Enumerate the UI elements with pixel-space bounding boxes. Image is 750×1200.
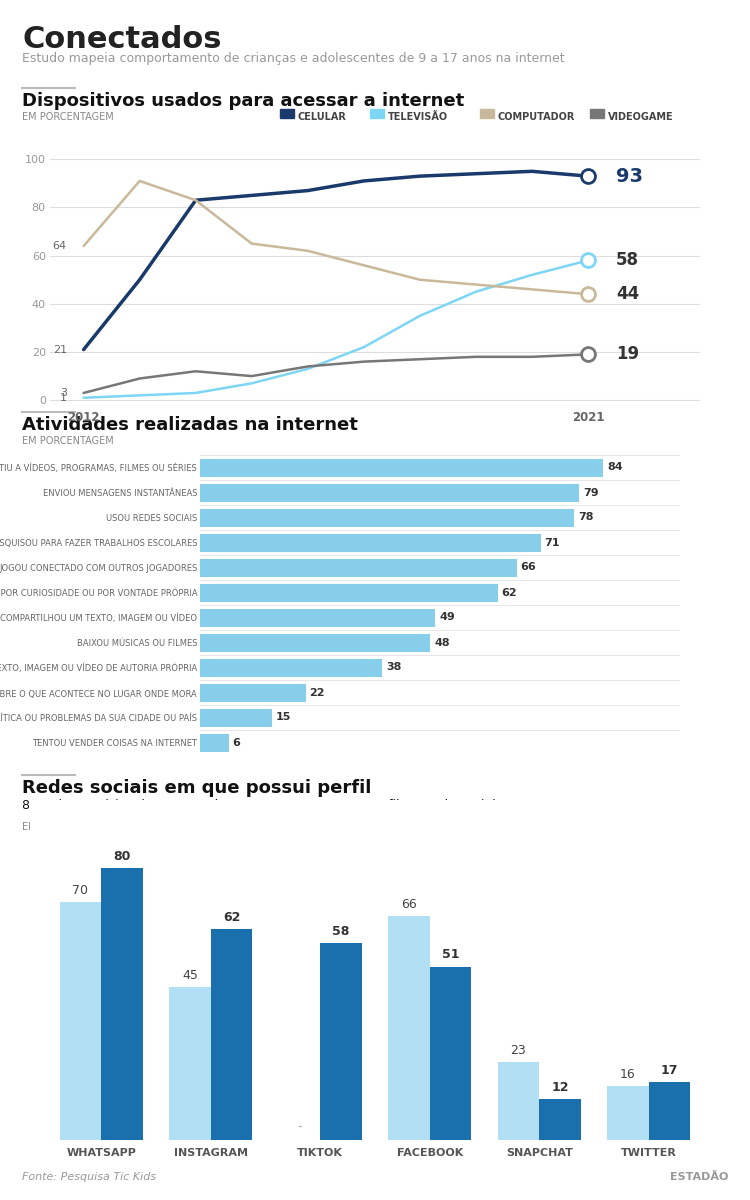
Text: 79: 79 bbox=[583, 487, 598, 498]
Text: 23: 23 bbox=[511, 1044, 526, 1057]
Bar bbox=[200, 684, 305, 702]
Text: EM PORCENTAGEM: EM PORCENTAGEM bbox=[22, 436, 114, 446]
Bar bbox=[211, 929, 252, 1140]
Bar bbox=[370, 109, 384, 118]
Bar bbox=[200, 708, 272, 726]
Bar bbox=[539, 1099, 581, 1140]
Text: 62: 62 bbox=[223, 911, 240, 924]
Bar bbox=[200, 659, 382, 677]
Bar bbox=[200, 534, 541, 552]
Text: Redes sociais em que possui perfil: Redes sociais em que possui perfil bbox=[22, 779, 371, 797]
Bar bbox=[280, 109, 294, 118]
Text: EM PORCENTAGEM: EM PORCENTAGEM bbox=[22, 822, 114, 832]
Bar bbox=[200, 509, 574, 527]
Bar bbox=[480, 109, 494, 118]
Text: -: - bbox=[297, 1121, 302, 1133]
Text: 17: 17 bbox=[661, 1064, 678, 1078]
Text: 45: 45 bbox=[182, 968, 198, 982]
Bar bbox=[200, 558, 517, 576]
Text: 62: 62 bbox=[502, 588, 517, 598]
Bar bbox=[110, 821, 124, 830]
Text: 2021: 2021 bbox=[183, 822, 211, 832]
Bar bbox=[200, 484, 579, 502]
Bar bbox=[200, 458, 603, 476]
Text: 12: 12 bbox=[551, 1081, 568, 1094]
Text: 15: 15 bbox=[276, 713, 291, 722]
Text: 16: 16 bbox=[620, 1068, 636, 1080]
Text: EM PORCENTAGEM: EM PORCENTAGEM bbox=[22, 112, 114, 122]
Text: COMPUTADOR: COMPUTADOR bbox=[498, 112, 575, 122]
Text: 3: 3 bbox=[60, 388, 67, 398]
Text: 71: 71 bbox=[544, 538, 560, 547]
Bar bbox=[320, 943, 362, 1140]
Text: 44: 44 bbox=[616, 286, 639, 304]
Text: Conectados: Conectados bbox=[22, 25, 221, 54]
Bar bbox=[165, 821, 179, 830]
Text: 93: 93 bbox=[616, 167, 643, 186]
Bar bbox=[101, 868, 142, 1140]
Bar bbox=[388, 916, 430, 1140]
Bar bbox=[59, 902, 101, 1140]
Text: 64: 64 bbox=[53, 241, 67, 251]
Bar bbox=[200, 634, 430, 652]
Text: 6: 6 bbox=[232, 738, 241, 748]
Text: 70: 70 bbox=[73, 884, 88, 896]
Text: 19: 19 bbox=[616, 346, 639, 364]
Bar bbox=[608, 1086, 649, 1140]
Text: 49: 49 bbox=[439, 612, 454, 623]
Text: 51: 51 bbox=[442, 948, 459, 961]
Text: VIDEOGAME: VIDEOGAME bbox=[608, 112, 674, 122]
Bar bbox=[200, 583, 497, 601]
Bar bbox=[430, 967, 472, 1140]
Text: 48: 48 bbox=[434, 637, 450, 648]
Text: 2018: 2018 bbox=[128, 822, 156, 832]
Text: 78: 78 bbox=[578, 512, 594, 522]
Text: 84: 84 bbox=[607, 462, 622, 473]
Text: 22: 22 bbox=[310, 688, 325, 697]
Text: 58: 58 bbox=[332, 925, 350, 937]
Bar bbox=[169, 986, 211, 1140]
Text: Dispositivos usados para acessar a internet: Dispositivos usados para acessar a inter… bbox=[22, 92, 464, 110]
Text: Estudo mapeia comportamento de crianças e adolescentes de 9 a 17 anos na interne: Estudo mapeia comportamento de crianças … bbox=[22, 52, 565, 65]
Text: 58: 58 bbox=[616, 252, 639, 270]
Bar bbox=[200, 733, 229, 751]
Text: Atividades realizadas na internet: Atividades realizadas na internet bbox=[22, 416, 358, 434]
Text: 1: 1 bbox=[60, 392, 67, 403]
Bar bbox=[498, 1062, 539, 1140]
Text: 66: 66 bbox=[401, 898, 417, 911]
Bar bbox=[649, 1082, 691, 1140]
Text: 66: 66 bbox=[520, 563, 536, 572]
Text: ESTADÃO: ESTADÃO bbox=[670, 1172, 728, 1182]
Text: CELULAR: CELULAR bbox=[298, 112, 346, 122]
Text: TELEVISÃO: TELEVISÃO bbox=[388, 112, 448, 122]
Text: 80: 80 bbox=[113, 850, 130, 863]
Bar bbox=[590, 109, 604, 118]
Text: 88% dos usuários de Internet de 9 a 17 anos possuem perfil em rede social: 88% dos usuários de Internet de 9 a 17 a… bbox=[22, 799, 496, 812]
Text: 38: 38 bbox=[386, 662, 401, 672]
Bar bbox=[200, 608, 435, 626]
Text: 21: 21 bbox=[53, 344, 67, 354]
Text: Fonte: Pesquisa Tic Kids: Fonte: Pesquisa Tic Kids bbox=[22, 1172, 156, 1182]
